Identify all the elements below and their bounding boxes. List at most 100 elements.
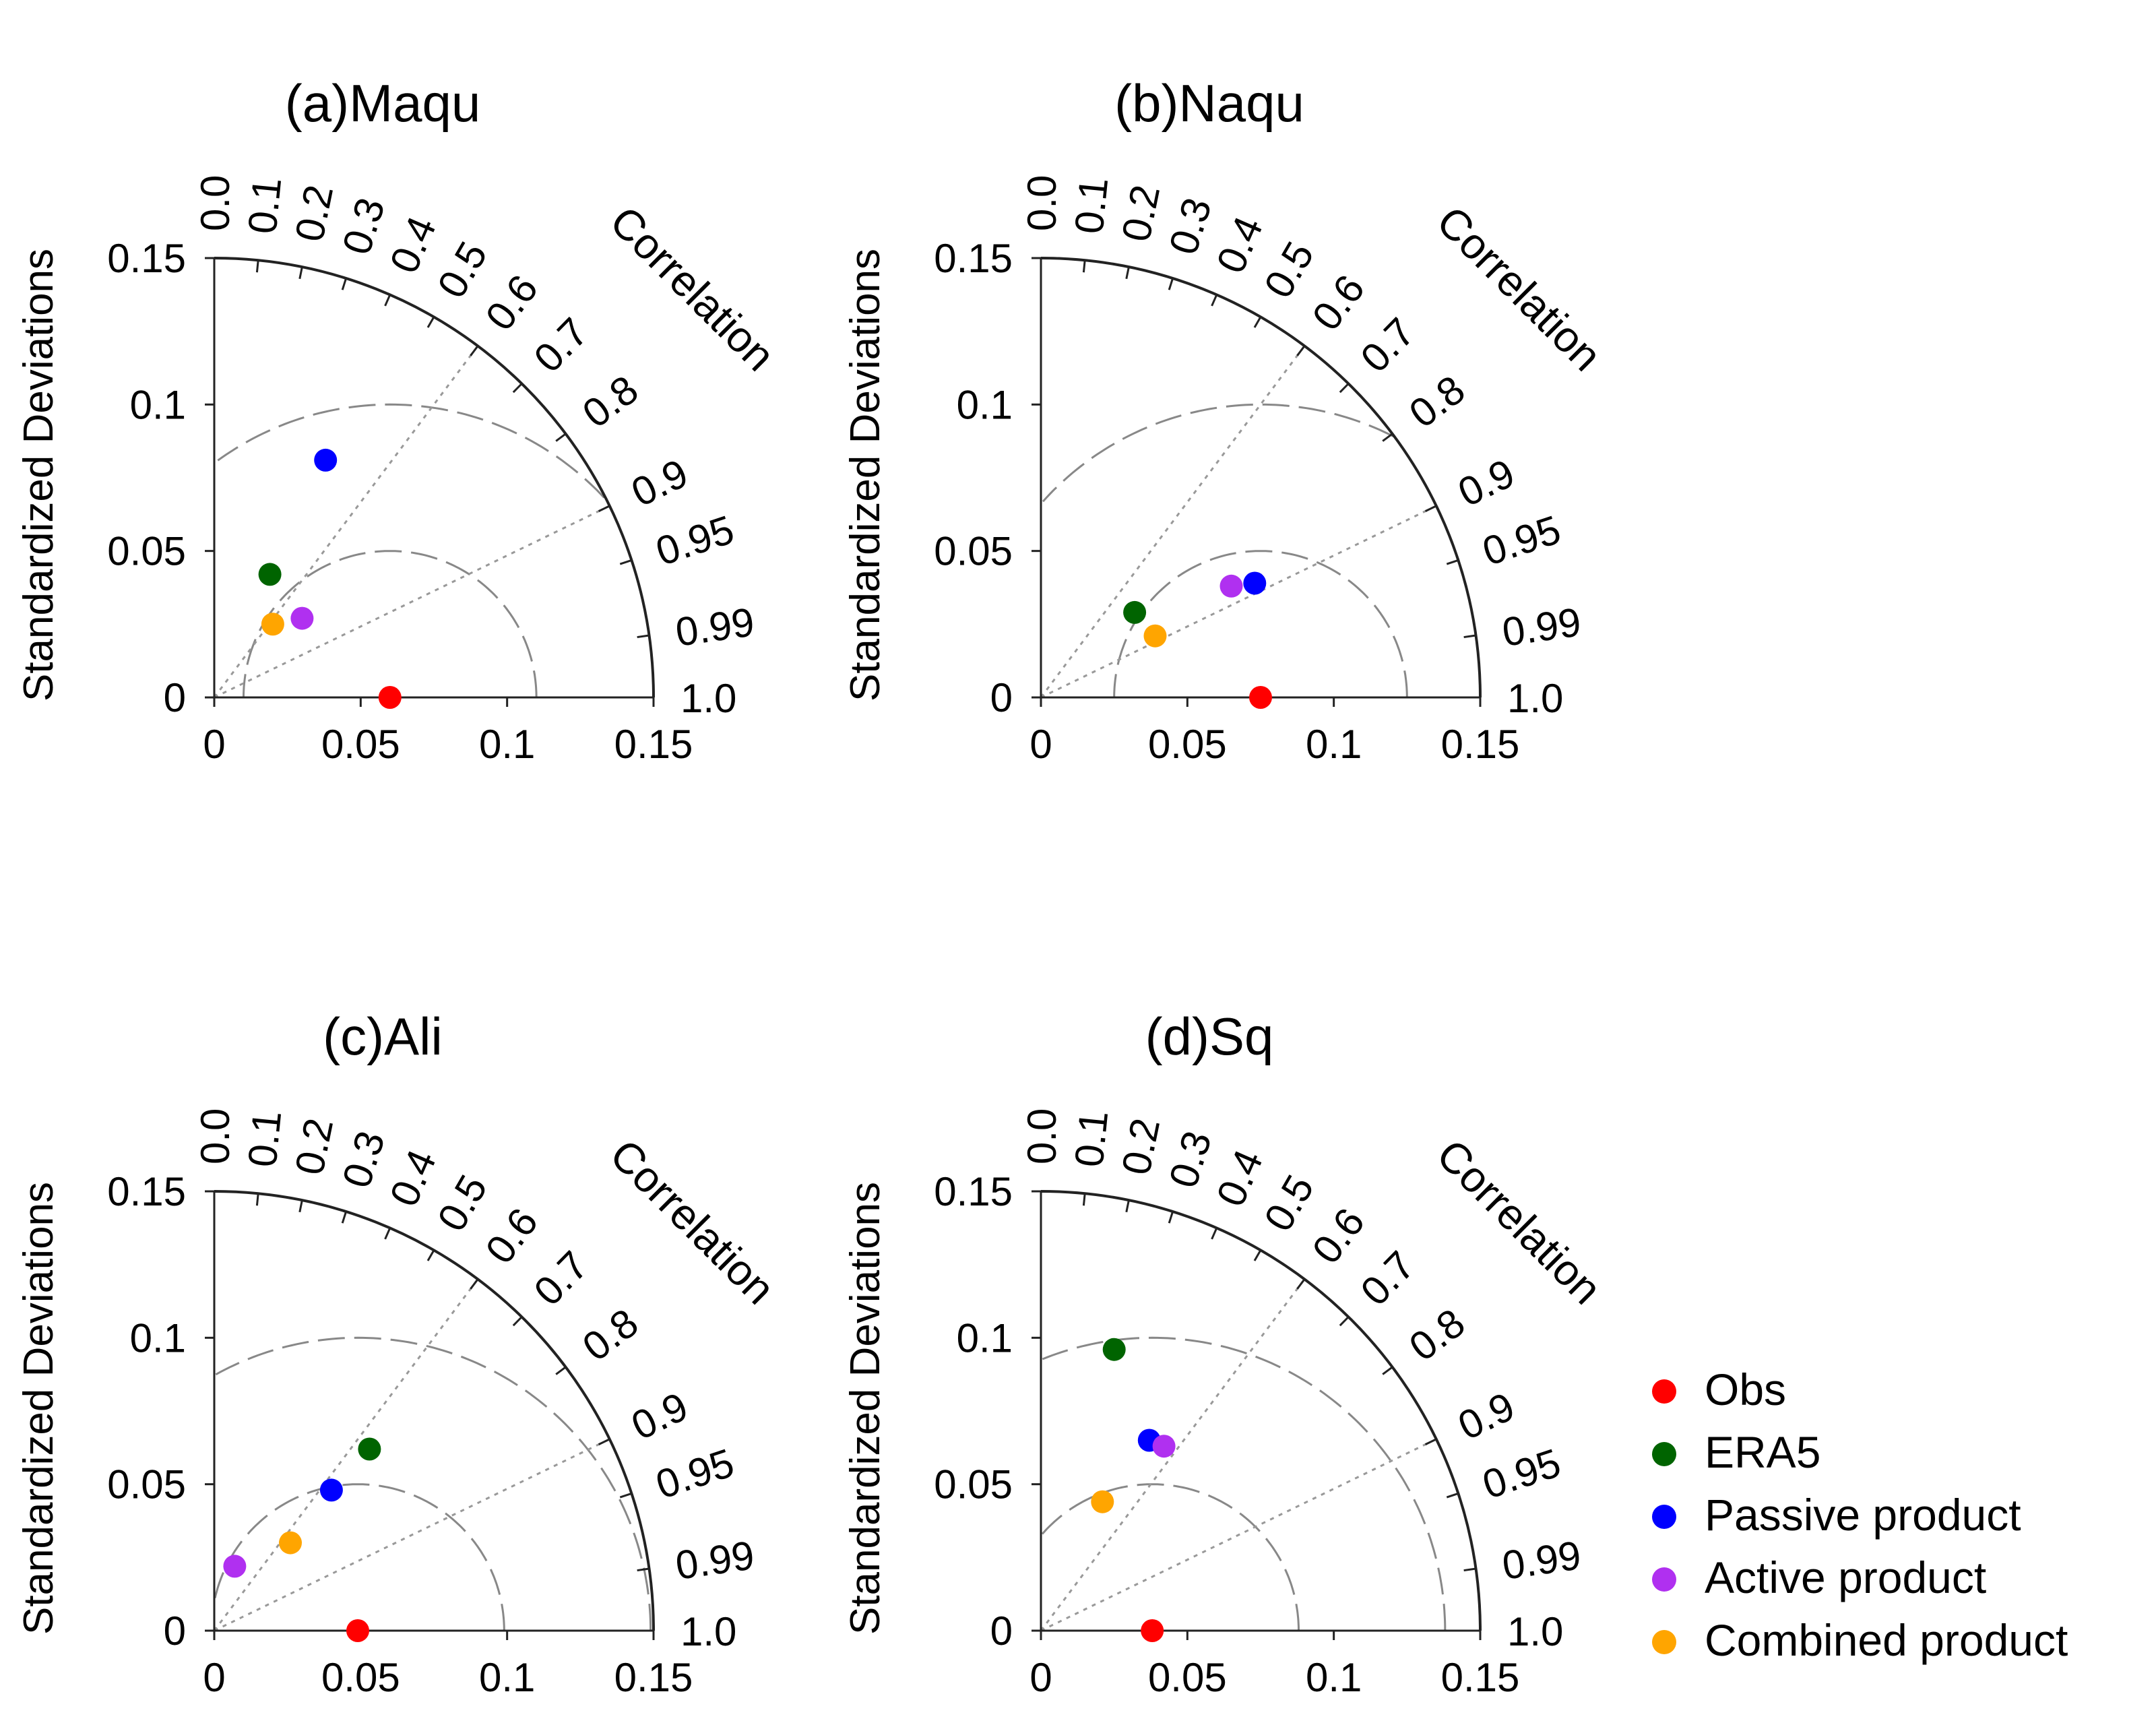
correlation-tick	[1168, 278, 1174, 290]
correlation-tick	[1125, 266, 1130, 280]
correlation-tick-label: 0.6	[477, 266, 547, 338]
point-active-product	[223, 1555, 247, 1578]
point-era5	[258, 563, 282, 586]
correlation-tick-label: 0.2	[1113, 1115, 1168, 1179]
correlation-tick-label: 0.0	[1019, 175, 1065, 231]
outer-arc	[1040, 257, 1482, 698]
legend-marker-combined-product	[1652, 1630, 1676, 1654]
y-tick-label: 0.15	[107, 1169, 186, 1214]
correlation-tick	[298, 266, 303, 280]
correlation-tick-label: 0.9	[625, 1383, 695, 1449]
correlation-tick-label: 0.1	[239, 1108, 290, 1169]
correlation-tick-label: 0.6	[477, 1199, 547, 1272]
outer-arc	[214, 1190, 655, 1631]
correlation-tick-label: 0.5	[1255, 234, 1323, 305]
legend-label-era5: ERA5	[1705, 1427, 1820, 1477]
correlation-tick	[426, 316, 435, 328]
correlation-tick	[1446, 559, 1459, 565]
x-tick-label: 0	[1029, 1655, 1052, 1700]
correlation-line	[1040, 1278, 1306, 1631]
x-tick-label: 0.05	[1148, 1655, 1227, 1700]
correlation-tick-label: 0.2	[286, 1115, 342, 1179]
taylor-panel-c-ali: (c)Ali 0 0.05 0.1 0.15 0 0.05 0.1 0.15 Standardiz…	[15, 1007, 784, 1700]
correlation-line	[214, 505, 610, 699]
correlation-tick	[341, 278, 348, 290]
x-tick-label: 0.15	[614, 722, 693, 767]
point-combined-product	[1091, 1490, 1114, 1513]
rmsd-arc	[1041, 1483, 1300, 1631]
point-combined-product	[1143, 624, 1167, 648]
correlation-axis-label: Correlation	[601, 197, 784, 380]
correlation-tick	[1253, 1249, 1262, 1261]
correlation-tick-label: 0.8	[574, 1300, 646, 1370]
correlation-tick-label: 0.8	[1401, 367, 1473, 437]
y-tick-label: 0.1	[130, 382, 186, 427]
correlation-tick	[255, 1193, 259, 1206]
legend-marker-passive-product	[1652, 1505, 1676, 1529]
correlation-tick-label: 1.0	[1507, 676, 1563, 721]
taylor-panel-d-sq: (d)Sq 0 0.05 0.1 0.15 0 0.05 0.1 0.15 Standardize…	[842, 1007, 1611, 1700]
point-active-product	[1219, 574, 1243, 598]
outer-arc	[214, 257, 655, 698]
point-obs	[346, 1619, 369, 1642]
correlation-tick	[1296, 345, 1306, 356]
correlation-tick	[512, 1316, 523, 1327]
correlation-tick	[1339, 383, 1350, 394]
correlation-tick-label: 0.99	[673, 599, 757, 655]
y-tick-label: 0	[990, 675, 1013, 720]
y-tick-label: 0.05	[934, 529, 1013, 574]
y-tick-label: 0.1	[957, 1315, 1013, 1360]
y-tick-label: 0.15	[934, 236, 1013, 281]
correlation-tick	[1424, 505, 1437, 512]
correlation-tick-label: 1.0	[1507, 1609, 1563, 1654]
correlation-tick-label: 1.0	[680, 676, 736, 721]
correlation-tick	[1125, 1199, 1130, 1213]
x-tick-label: 0	[203, 1655, 225, 1700]
correlation-tick-label: 0.7	[1352, 1243, 1424, 1314]
correlation-tick-label: 0.5	[1255, 1167, 1323, 1238]
correlation-tick-label: 0.1	[1066, 175, 1116, 236]
y-tick-label: 0.05	[107, 529, 186, 574]
y-tick-label: 0	[990, 1608, 1013, 1654]
point-era5	[1102, 1338, 1126, 1361]
correlation-tick	[1082, 260, 1086, 273]
correlation-tick	[555, 1366, 567, 1375]
correlation-tick	[1463, 1567, 1476, 1572]
x-tick-label: 0.1	[479, 1655, 535, 1700]
correlation-tick-label: 0.1	[1066, 1108, 1116, 1169]
legend-marker-active-product	[1652, 1567, 1676, 1592]
correlation-tick-label: 0.1	[239, 175, 290, 236]
correlation-tick	[1296, 1278, 1306, 1290]
legend-marker-obs	[1652, 1379, 1676, 1404]
correlation-tick	[384, 294, 391, 307]
rmsd-arc	[1042, 403, 1394, 503]
y-axis-label: Standardized Deviations	[842, 1182, 889, 1635]
y-tick-label: 0	[164, 675, 186, 720]
correlation-tick	[255, 260, 259, 273]
correlation-tick-label: 0.7	[526, 1243, 597, 1314]
point-passive-product	[1243, 571, 1267, 595]
legend-label-obs: Obs	[1705, 1365, 1786, 1414]
correlation-line	[1040, 345, 1306, 698]
correlation-tick	[1463, 634, 1476, 639]
correlation-axis-label: Correlation	[601, 1130, 784, 1313]
outer-arc	[1040, 1190, 1482, 1631]
y-tick-label: 0.05	[107, 1462, 186, 1507]
x-tick-label: 0.1	[1306, 1655, 1362, 1700]
correlation-tick	[512, 383, 523, 394]
correlation-tick	[1446, 1492, 1459, 1499]
x-tick-label: 0	[1029, 722, 1052, 767]
point-obs	[378, 686, 402, 709]
correlation-tick	[1168, 1211, 1174, 1224]
y-tick-label: 0.1	[957, 382, 1013, 427]
panel-title: (a)Maqu	[285, 73, 480, 133]
correlation-tick-label: 0.2	[286, 181, 342, 245]
point-era5	[1123, 600, 1147, 624]
y-tick-label: 0.15	[107, 236, 186, 281]
correlation-tick	[1339, 1316, 1350, 1327]
x-tick-label: 0.15	[1441, 722, 1520, 767]
correlation-tick-label: 0.0	[193, 1108, 238, 1164]
correlation-tick-label: 0.95	[1477, 507, 1566, 574]
y-tick-label: 0.05	[934, 1462, 1013, 1507]
